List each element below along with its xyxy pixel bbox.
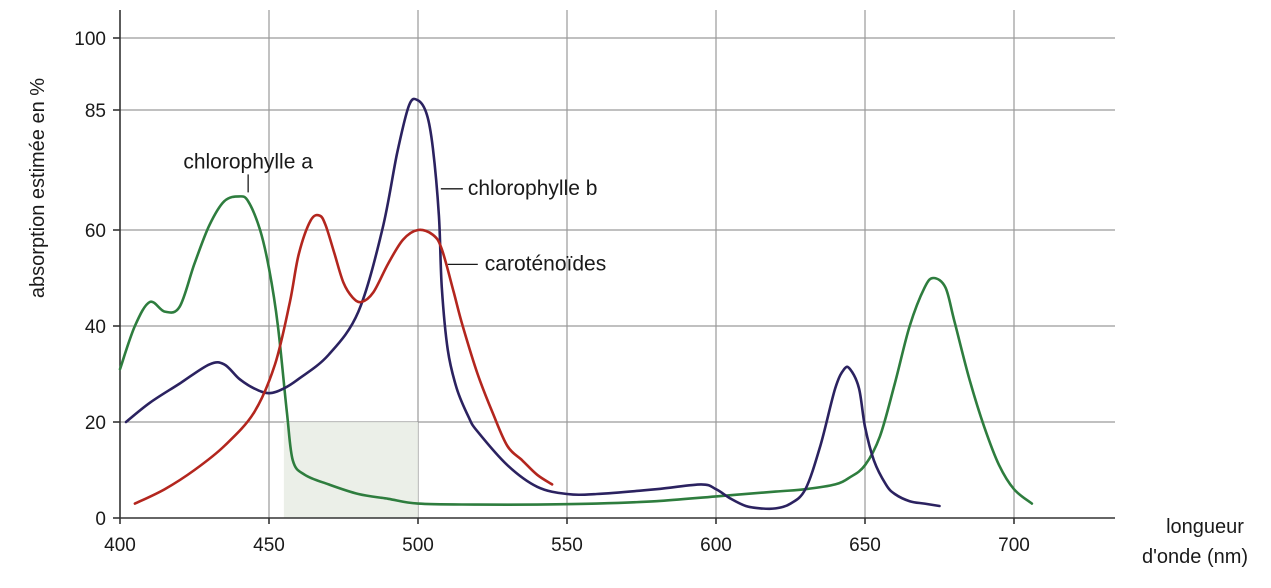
y-tick-label: 60 xyxy=(85,221,106,242)
y-tick-label: 40 xyxy=(85,317,106,338)
x-tick-label: 500 xyxy=(402,535,434,556)
y-tick-label: 85 xyxy=(85,101,106,122)
annotations: chlorophylle a chlorophylle b caroténoïdes xyxy=(183,150,606,275)
series-line-carot-no-des xyxy=(133,213,554,505)
axes: 0 20 40 60 85 100 400 450 500 550 600 650 700 xyxy=(74,10,1115,556)
x-axis-label-line2: d'onde (nm) xyxy=(1142,546,1248,568)
y-tick-label: 20 xyxy=(85,413,106,434)
annotation-chlorophylle-b: chlorophylle b xyxy=(468,177,598,200)
x-tick-label: 600 xyxy=(700,535,732,556)
axis-labels: absorption estimée en % longueur d'onde (n… xyxy=(27,78,1248,568)
annotation-chlorophylle-a: chlorophylle a xyxy=(183,150,313,173)
x-tick-label: 550 xyxy=(551,535,583,556)
x-tick-label: 700 xyxy=(998,535,1030,556)
y-axis-label: absorption estimée en % xyxy=(27,78,49,298)
y-tick-label: 0 xyxy=(95,509,106,530)
shaded-region-rect xyxy=(283,422,418,518)
series-line-chlorophylle-a xyxy=(118,195,1034,506)
x-tick-label: 450 xyxy=(253,535,285,556)
x-tick-label: 400 xyxy=(104,535,136,556)
series-lines xyxy=(118,97,1034,511)
series-line-chlorophylle-b xyxy=(124,97,941,511)
annotation-carotenoides: caroténoïdes xyxy=(485,252,606,275)
x-axis-label-line1: longueur xyxy=(1166,516,1244,538)
y-tick-label: 100 xyxy=(74,29,106,50)
shaded-region xyxy=(283,422,418,518)
x-tick-label: 650 xyxy=(849,535,881,556)
